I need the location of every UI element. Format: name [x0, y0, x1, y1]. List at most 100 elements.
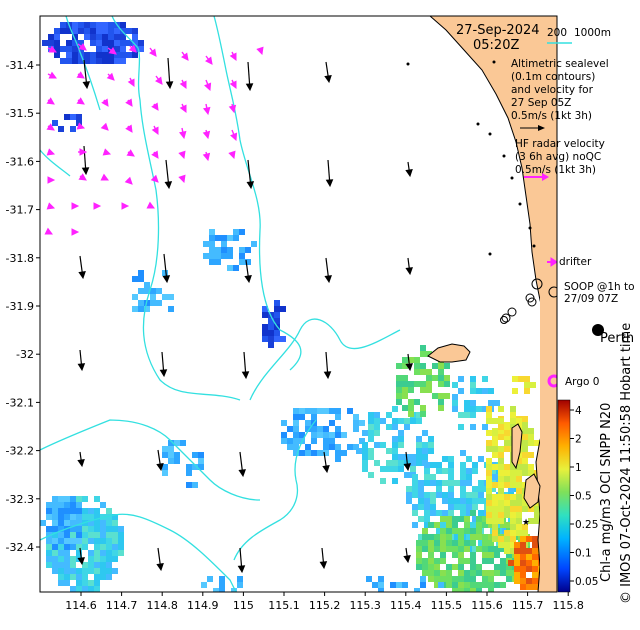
chl-pixel — [392, 454, 398, 460]
radar-arrow-head — [101, 98, 109, 107]
chl-pixel — [486, 518, 492, 524]
chl-pixel — [452, 582, 458, 588]
chl-pixel — [448, 498, 454, 504]
chl-pixel — [528, 434, 534, 440]
chl-pixel — [486, 488, 492, 494]
chl-pixel — [438, 363, 444, 369]
chl-pixel — [472, 492, 478, 498]
chl-pixel — [168, 458, 174, 464]
chl-pixel — [466, 468, 472, 474]
isobath-1000-label: 1000m — [574, 27, 611, 39]
chl-pixel — [520, 578, 526, 584]
chl-pixel — [464, 528, 470, 534]
chl-pixel — [492, 536, 498, 542]
chl-pixel — [64, 556, 70, 562]
chl-pixel — [492, 446, 498, 452]
chl-pixel — [486, 418, 492, 424]
chl-pixel — [94, 514, 100, 520]
chl-pixel — [209, 241, 215, 247]
chl-pixel — [482, 522, 488, 528]
chl-pixel — [412, 474, 418, 480]
chl-pixel — [486, 482, 492, 488]
chl-pixel — [84, 28, 90, 34]
chl-pixel — [440, 540, 446, 546]
chl-pixel — [52, 520, 58, 526]
chl-pixel — [52, 514, 58, 520]
chl-pixel — [506, 564, 512, 570]
chl-pixel — [460, 450, 466, 456]
chl-pixel — [72, 58, 78, 64]
chl-pixel — [392, 436, 398, 442]
chl-pixel — [180, 440, 186, 446]
chl-pixel — [94, 508, 100, 514]
chl-pixel — [486, 506, 492, 512]
chl-pixel — [526, 548, 532, 554]
hf-radar-arrows — [44, 43, 264, 236]
chl-pixel — [368, 430, 374, 436]
chl-pixel — [112, 544, 118, 550]
chl-pixel — [464, 522, 470, 528]
chl-pixel — [528, 518, 534, 524]
chl-pixel — [72, 28, 78, 34]
chl-pixel — [526, 584, 532, 590]
altimetry-arrow-head — [241, 371, 250, 380]
chl-pixel — [482, 582, 488, 588]
chl-pixel — [446, 540, 452, 546]
altimetry-arrow — [247, 61, 251, 87]
chl-pixel — [132, 276, 138, 282]
chl-pixel — [440, 558, 446, 564]
chl-pixel — [510, 506, 516, 512]
radar-arrow-head — [100, 122, 109, 131]
chl-pixel — [516, 482, 522, 488]
soop-label-2: 27/09 07Z — [564, 293, 618, 305]
chl-pixel — [528, 506, 534, 512]
chl-pixel — [488, 582, 494, 588]
altimetry-arrow — [325, 61, 330, 79]
radar-arrow-head — [146, 201, 155, 209]
chl-pixel — [396, 375, 402, 381]
chl-pixel — [498, 464, 504, 470]
altimetry-arrow-head — [405, 267, 413, 276]
chl-pixel — [398, 430, 404, 436]
chl-pixel — [198, 452, 204, 458]
chl-pixel — [452, 588, 458, 592]
argo-float — [547, 374, 557, 388]
chl-pixel — [522, 428, 528, 434]
chl-pixel — [96, 46, 102, 52]
chl-pixel — [268, 336, 274, 342]
chl-pixel — [94, 562, 100, 568]
chl-pixel — [353, 420, 359, 426]
altimetry-arrow — [83, 145, 87, 171]
chl-pixel — [442, 456, 448, 462]
chl-pixel — [100, 568, 106, 574]
chl-pixel — [448, 462, 454, 468]
chl-pixel — [60, 46, 66, 52]
chl-pixel — [460, 504, 466, 510]
chl-pixel — [422, 564, 428, 570]
chl-pixel — [414, 369, 420, 375]
chl-pixel — [396, 387, 402, 393]
chl-pixel — [64, 514, 70, 520]
chl-pixel — [106, 520, 112, 526]
soop-track — [500, 278, 557, 324]
chl-pixel — [90, 40, 96, 46]
chl-pixel — [428, 540, 434, 546]
chl-pixel — [46, 544, 52, 550]
chl-pixel — [420, 576, 426, 582]
radar-arrow-head — [108, 47, 117, 55]
chl-pixel — [522, 434, 528, 440]
chl-pixel — [478, 456, 484, 462]
latitude-axis: -31.4 -31.5 -31.6 -31.7 -31.8 -31.9 -32 -32.1 -3… — [6, 59, 40, 554]
lon-tick-label: 115.1 — [268, 599, 300, 612]
chl-pixel — [440, 534, 446, 540]
altimetry-arrow — [245, 259, 250, 279]
chl-pixel — [209, 259, 215, 265]
chl-pixel — [406, 498, 412, 504]
radar-arrow-head — [202, 152, 211, 162]
chl-pixel — [239, 229, 245, 235]
chl-pixel — [516, 458, 522, 464]
chl-pixel — [452, 406, 458, 412]
chl-pixel — [510, 530, 516, 536]
perth-dot — [592, 324, 604, 336]
chl-pixel — [472, 486, 478, 492]
